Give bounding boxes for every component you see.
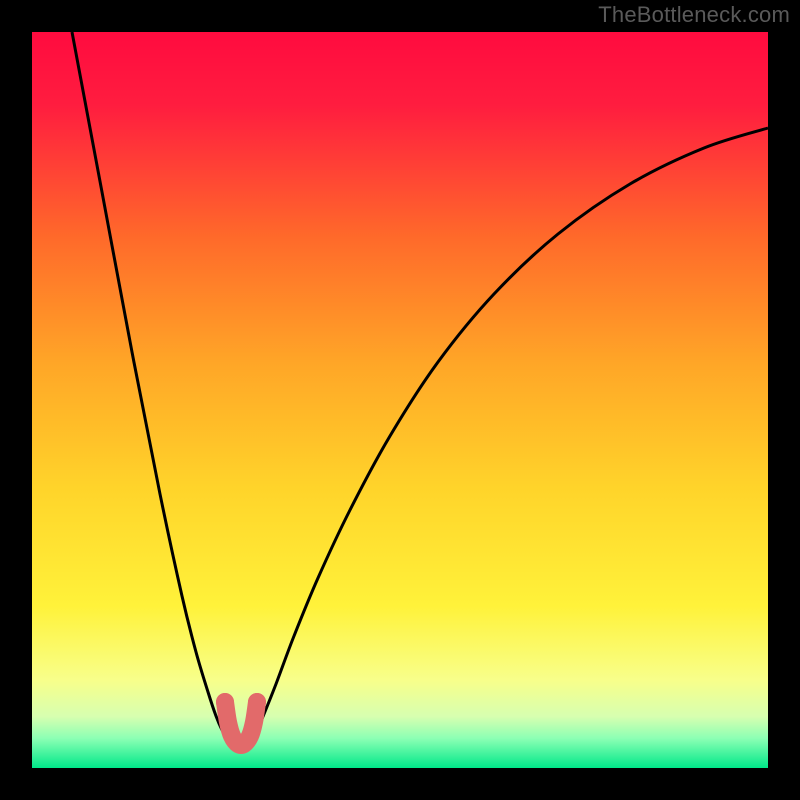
bottleneck-curve xyxy=(32,32,768,768)
watermark-text: TheBottleneck.com xyxy=(598,2,790,28)
chart-frame: TheBottleneck.com xyxy=(0,0,800,800)
plot-area xyxy=(32,32,768,768)
